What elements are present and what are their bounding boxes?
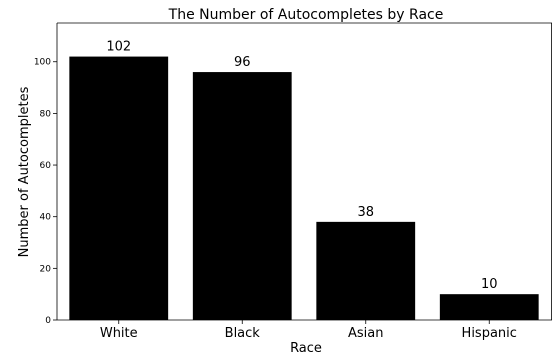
y-tick-label: 60 [40,161,52,171]
data-labels: 102 96 38 10 [106,40,497,293]
y-axis-label: Number of Autocompletes [17,86,32,257]
x-axis-ticks: White Black Asian Hispanic [100,320,517,341]
x-axis-label: Race [290,341,322,356]
chart-title: The Number of Autocompletes by Race [168,7,444,23]
x-tick-label-white: White [100,326,138,341]
data-label-asian: 38 [357,205,374,220]
y-tick-label: 80 [40,109,52,119]
y-tick-label: 0 [45,316,51,326]
bar-asian [316,221,416,320]
data-label-white: 102 [106,40,131,55]
x-tick-label-hispanic: Hispanic [462,326,517,341]
x-tick-label-black: Black [225,326,261,341]
y-axis-ticks: 0 20 40 60 80 100 [34,58,57,326]
data-label-black: 96 [234,55,251,70]
y-tick-label: 100 [34,58,51,68]
bar-white [69,56,169,320]
data-label-hispanic: 10 [481,277,498,292]
bar-hispanic [439,294,539,320]
y-tick-label: 40 [40,213,52,223]
bars [69,56,539,320]
x-tick-label-asian: Asian [348,326,383,341]
bar-black [192,72,292,320]
y-tick-label: 20 [40,264,52,274]
